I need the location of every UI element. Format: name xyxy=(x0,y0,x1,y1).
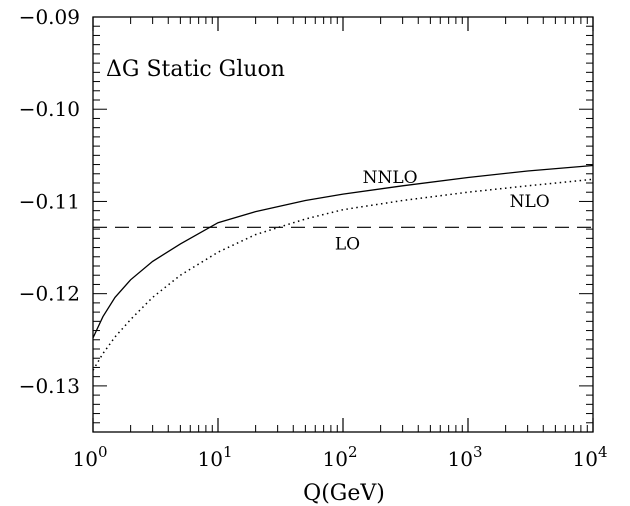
x-tick-label: 104 xyxy=(573,443,608,471)
series-line-nnlo xyxy=(92,164,594,339)
y-tick-label: −0.09 xyxy=(19,5,80,29)
x-tick-label: 100 xyxy=(73,443,108,471)
axis-ticks xyxy=(92,16,594,433)
annotation-lo: LO xyxy=(335,234,360,254)
x-tick-label: 101 xyxy=(198,443,233,471)
y-tick-label: −0.10 xyxy=(19,97,80,121)
annotation-nlo: NLO xyxy=(510,192,550,212)
x-axis-label: Q(GeV) xyxy=(303,481,385,506)
y-tick-label: −0.12 xyxy=(19,282,80,306)
x-tick-label: 103 xyxy=(448,443,483,471)
x-tick-label: 102 xyxy=(323,443,358,471)
tick-labels: 100 101 102 103 104 −0.09 −0.10 −0.11 −0.12 −0.13 xyxy=(19,5,608,471)
series-layer xyxy=(92,164,594,371)
annotation-nnlo: NNLO xyxy=(363,168,418,188)
chart-title: ΔG Static Gluon xyxy=(106,57,285,82)
y-tick-label: −0.13 xyxy=(19,374,80,398)
y-tick-label: −0.11 xyxy=(19,189,80,213)
annotations: NNLO NLO LO xyxy=(335,168,550,254)
